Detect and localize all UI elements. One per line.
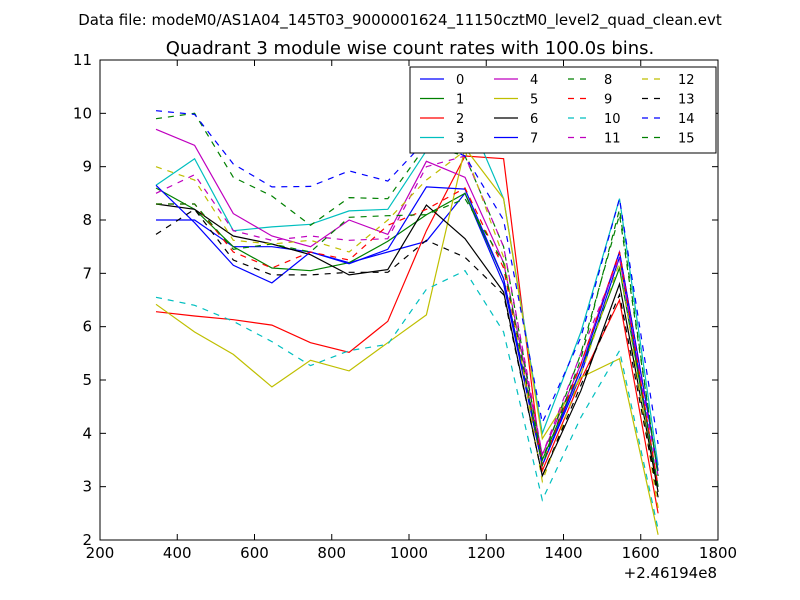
series-line-2 <box>155 155 659 514</box>
series-line-15 <box>156 197 659 477</box>
y-tick-label: 9 <box>82 158 92 176</box>
legend-label-8: 8 <box>604 73 612 88</box>
chart-title: Quadrant 3 module wise count rates with … <box>166 38 655 59</box>
x-tick-label: 600 <box>240 544 269 562</box>
series-line-4 <box>155 128 659 471</box>
y-tick-label: 11 <box>73 51 92 69</box>
x-tick-label: 800 <box>317 544 346 562</box>
y-tick-label: 6 <box>82 318 92 336</box>
y-tick-label: 5 <box>82 371 92 389</box>
legend-label-10: 10 <box>604 112 621 127</box>
legend-label-5: 5 <box>530 93 538 108</box>
series-line-10 <box>155 269 659 530</box>
legend-label-2: 2 <box>456 112 464 127</box>
series-line-11 <box>155 155 659 477</box>
x-tick-label: 1600 <box>622 544 660 562</box>
axes: 200 400 600 800 1000 1200 1400 1600 1800 2 3 4 5 6 7 8 9… <box>73 51 737 562</box>
legend-label-14: 14 <box>678 112 695 127</box>
x-tick-label: 200 <box>86 544 115 562</box>
legend-label-15: 15 <box>678 132 695 147</box>
y-tick-label: 7 <box>82 264 92 282</box>
series-line-3 <box>155 108 659 466</box>
series-line-13 <box>155 208 659 498</box>
series-line-1 <box>155 187 659 487</box>
legend-label-7: 7 <box>530 132 538 147</box>
series-lines <box>155 108 659 535</box>
legend-label-12: 12 <box>678 73 695 88</box>
legend-box <box>409 66 717 154</box>
y-tick-label: 2 <box>82 531 92 549</box>
series-line-6 <box>155 203 659 493</box>
series-line-0 <box>156 192 659 487</box>
y-tick-label: 8 <box>82 211 92 229</box>
series-line-12 <box>155 149 659 509</box>
x-tick-label: 1400 <box>544 544 582 562</box>
data-file-suptitle: Data file: modeM0/AS1A04_145T03_90000016… <box>78 11 722 30</box>
y-tick-label: 4 <box>82 424 92 442</box>
y-tick-label: 10 <box>73 104 92 122</box>
legend-label-1: 1 <box>456 93 464 108</box>
x-tick-label: 400 <box>163 544 192 562</box>
y-tick-label: 3 <box>82 478 92 496</box>
x-tick-label: 1200 <box>467 544 505 562</box>
legend-label-3: 3 <box>456 132 464 147</box>
legend-label-11: 11 <box>604 132 621 147</box>
x-tick-label: 1000 <box>390 544 428 562</box>
series-line-8 <box>155 112 659 477</box>
legend-label-0: 0 <box>456 73 464 88</box>
x-offset-label: +2.46194e8 <box>624 564 717 582</box>
legend-label-9: 9 <box>604 93 612 108</box>
legend-label-4: 4 <box>530 73 538 88</box>
series-line-5 <box>155 146 659 535</box>
series-line-7 <box>155 184 659 471</box>
legend-label-6: 6 <box>530 112 538 127</box>
legend-label-13: 13 <box>678 93 695 108</box>
series-line-9 <box>156 187 659 487</box>
x-tick-label: 1800 <box>699 544 737 562</box>
series-line-14 <box>155 110 659 445</box>
